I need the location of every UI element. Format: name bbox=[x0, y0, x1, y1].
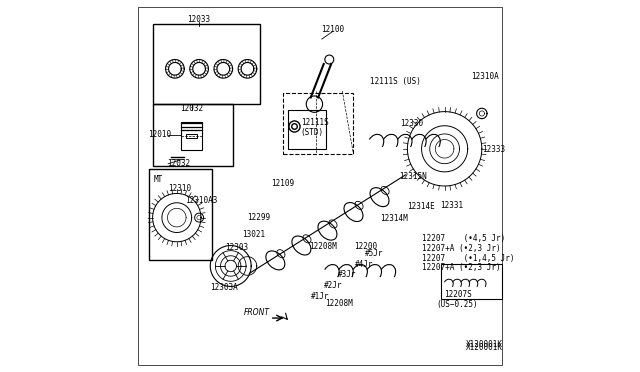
Text: 12109: 12109 bbox=[271, 179, 294, 187]
Text: 12310A3: 12310A3 bbox=[186, 196, 218, 205]
Text: 12299: 12299 bbox=[248, 213, 271, 222]
Text: 12310: 12310 bbox=[168, 184, 191, 193]
Text: 12207+A (•2,3 Jr): 12207+A (•2,3 Jr) bbox=[422, 244, 501, 253]
Bar bbox=[289, 110, 326, 149]
Text: X120001K: X120001K bbox=[466, 340, 503, 349]
Text: 12331: 12331 bbox=[440, 201, 463, 210]
Bar bbox=[152, 104, 232, 166]
Text: 12200: 12200 bbox=[355, 242, 378, 251]
Text: X120001K: X120001K bbox=[466, 343, 503, 352]
Bar bbox=[152, 24, 260, 104]
Text: #5Jr: #5Jr bbox=[365, 249, 384, 258]
Text: MT: MT bbox=[154, 175, 163, 184]
Text: 12330: 12330 bbox=[400, 119, 423, 128]
Text: 12100: 12100 bbox=[321, 25, 344, 33]
Text: 12111S
(STD): 12111S (STD) bbox=[301, 118, 328, 137]
Text: #1Jr: #1Jr bbox=[310, 292, 329, 301]
Bar bbox=[181, 122, 202, 150]
Text: #3Jr: #3Jr bbox=[338, 270, 356, 279]
Bar bbox=[283, 93, 353, 154]
Text: 12315N: 12315N bbox=[399, 172, 427, 181]
Text: 12303: 12303 bbox=[225, 243, 248, 252]
Text: 12207+A (•2,3 Jr): 12207+A (•2,3 Jr) bbox=[422, 263, 501, 272]
Text: #4Jr: #4Jr bbox=[355, 260, 373, 269]
Text: 12111S (US): 12111S (US) bbox=[370, 77, 421, 86]
Text: 12310A: 12310A bbox=[470, 72, 499, 81]
Text: FRONT: FRONT bbox=[244, 308, 270, 317]
Text: 12010: 12010 bbox=[148, 130, 172, 139]
Text: #2Jr: #2Jr bbox=[324, 281, 343, 290]
Text: 12207    (•4,5 Jr): 12207 (•4,5 Jr) bbox=[422, 234, 506, 243]
Text: 12208M: 12208M bbox=[310, 242, 337, 251]
Text: 12314M: 12314M bbox=[380, 214, 408, 223]
Bar bbox=[149, 169, 212, 260]
Text: 12033: 12033 bbox=[188, 15, 211, 24]
Text: 13021: 13021 bbox=[243, 230, 266, 239]
Text: 12207S
(US−0.25): 12207S (US−0.25) bbox=[437, 290, 479, 309]
Bar bbox=[441, 264, 502, 299]
Text: 12032: 12032 bbox=[168, 159, 191, 168]
Text: 12314E: 12314E bbox=[408, 202, 435, 211]
Text: 12333: 12333 bbox=[482, 145, 505, 154]
Text: 12207    (•1,4,5 Jr): 12207 (•1,4,5 Jr) bbox=[422, 254, 515, 263]
Text: 12208M: 12208M bbox=[326, 299, 353, 308]
Text: 12303A: 12303A bbox=[211, 283, 238, 292]
Bar bbox=[186, 134, 197, 138]
Text: 12032: 12032 bbox=[180, 104, 204, 113]
